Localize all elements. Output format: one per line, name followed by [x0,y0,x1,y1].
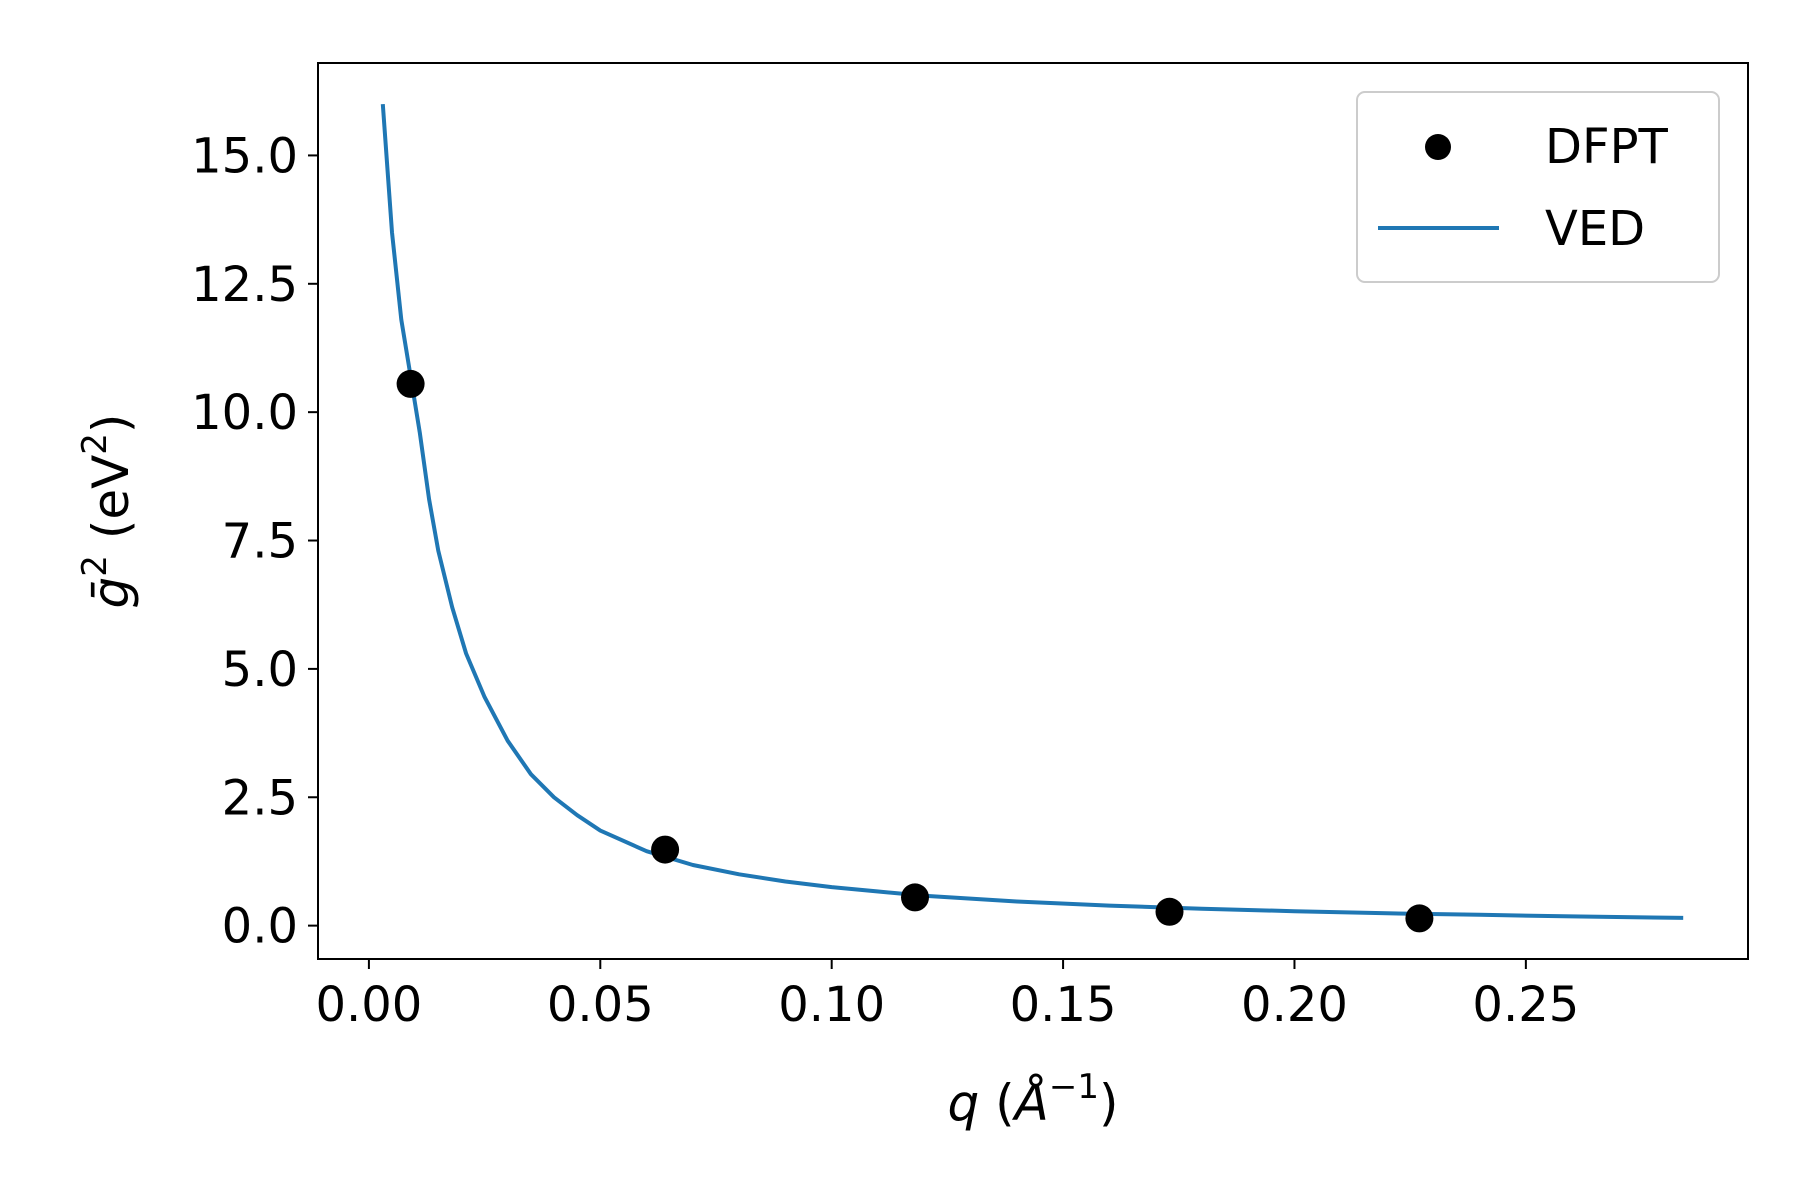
data-point-dfpt [901,883,929,912]
x-axis-unit-exponent: −1 [1049,1067,1099,1107]
legend-label-ved: VED [1545,201,1645,257]
x-tick-label: 0.20 [1241,977,1348,1033]
y-tick-label: 15.0 [191,128,298,184]
x-tick-label: 0.05 [547,977,654,1033]
y-tick-label: 7.5 [222,514,298,570]
y-tick-label: 5.0 [222,642,298,698]
data-point-dfpt [396,369,425,398]
y-axis-symbol: ḡ [82,577,140,609]
x-axis-var: q [947,1074,979,1132]
series-line-ved [380,103,1684,920]
x-axis-unit: Å [1012,1074,1049,1132]
plot-frame [317,62,1749,960]
x-tick-label: 0.25 [1472,977,1579,1033]
y-axis-ticks: 0.0 2.5 5.0 7.5 10.0 12.5 15.0 [191,128,318,955]
y-tick-label: 2.5 [222,770,298,826]
y-tick-label: 10.0 [191,385,298,441]
data-point-dfpt [1155,897,1184,926]
data-point-dfpt [1405,904,1434,933]
legend-marker-dfpt [1425,134,1451,160]
data-point-dfpt [651,835,680,864]
series-layer [380,103,1684,933]
y-axis-label: ḡ2 (eV2) [75,414,140,609]
y-tick-label: 12.5 [191,257,298,313]
x-axis-label: q (Å−1) [947,1067,1118,1132]
x-tick-label: 0.10 [778,977,885,1033]
x-tick-label: 0.15 [1010,977,1117,1033]
legend-label-dfpt: DFPT [1545,119,1669,175]
y-tick-label: 0.0 [222,899,298,955]
x-axis-ticks: 0.00 0.05 0.10 0.15 0.20 0.25 [315,959,1579,1033]
x-tick-label: 0.00 [315,977,422,1033]
legend: DFPT VED [1356,91,1720,283]
